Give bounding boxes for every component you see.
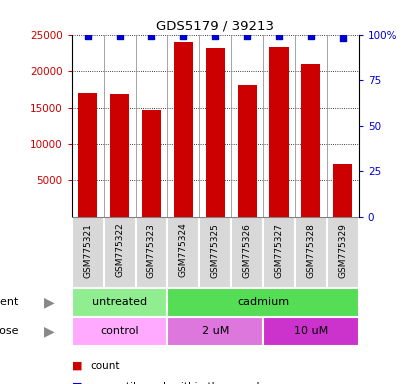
Text: GSM775325: GSM775325 (210, 223, 219, 278)
Bar (110, 94, 129, 217)
Bar (237, 85, 256, 217)
Text: GSM775321: GSM775321 (83, 223, 92, 278)
Point (84, 33, 91, 40)
Bar (103, 217, 135, 288)
Bar (167, 288, 358, 317)
Text: 10 uM: 10 uM (293, 326, 327, 336)
Bar (231, 217, 263, 288)
Bar (333, 164, 351, 217)
Bar (135, 217, 167, 288)
Bar (269, 47, 288, 217)
Bar (173, 42, 193, 217)
Text: GSM775324: GSM775324 (178, 223, 187, 277)
Bar (263, 217, 294, 288)
Text: 2 uM: 2 uM (201, 326, 228, 336)
Text: ■: ■ (72, 382, 85, 384)
Bar (72, 288, 167, 317)
Text: GSM775328: GSM775328 (306, 223, 315, 278)
Bar (78, 93, 97, 217)
Title: GDS5179 / 39213: GDS5179 / 39213 (156, 19, 274, 32)
Text: GSM775329: GSM775329 (337, 223, 346, 278)
Point (211, 33, 218, 40)
Bar (205, 48, 224, 217)
Point (275, 33, 282, 40)
Text: ■: ■ (72, 361, 85, 371)
Text: percentile rank within the sample: percentile rank within the sample (90, 382, 265, 384)
Point (339, 35, 345, 41)
Text: GSM775323: GSM775323 (146, 223, 155, 278)
Text: ▶: ▶ (44, 295, 54, 310)
Bar (72, 217, 103, 288)
Text: GSM775322: GSM775322 (115, 223, 124, 277)
Bar (294, 217, 326, 288)
Text: count: count (90, 361, 119, 371)
Text: GSM775326: GSM775326 (242, 223, 251, 278)
Text: untreated: untreated (92, 297, 147, 308)
Bar (142, 110, 161, 217)
Point (148, 33, 154, 40)
Text: cadmium: cadmium (236, 297, 288, 308)
Text: ▶: ▶ (44, 324, 54, 338)
Bar (301, 64, 320, 217)
Point (116, 33, 123, 40)
Point (243, 33, 250, 40)
Bar (263, 317, 358, 346)
Bar (72, 317, 167, 346)
Point (180, 33, 186, 40)
Bar (167, 317, 263, 346)
Text: control: control (100, 326, 139, 336)
Bar (199, 217, 231, 288)
Text: GSM775327: GSM775327 (274, 223, 283, 278)
Bar (167, 217, 199, 288)
Text: agent: agent (0, 297, 18, 308)
Text: dose: dose (0, 326, 18, 336)
Bar (326, 217, 358, 288)
Point (307, 33, 313, 40)
